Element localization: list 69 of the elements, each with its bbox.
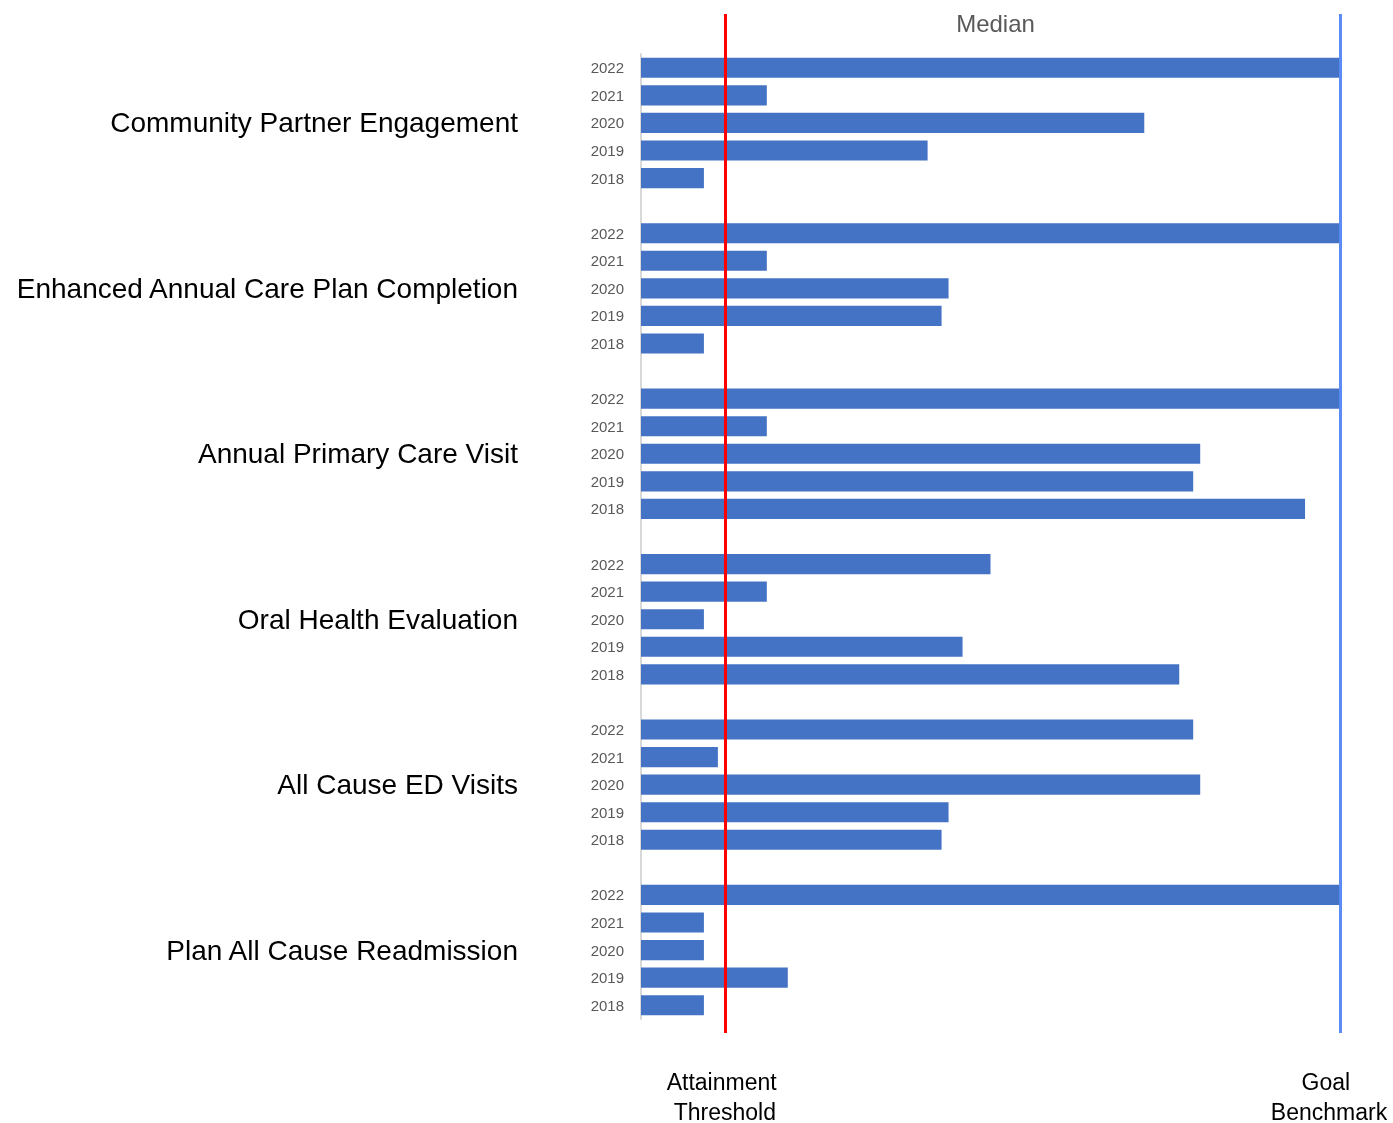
- bar: [641, 168, 704, 189]
- bar: [641, 747, 718, 768]
- bar: [641, 333, 704, 354]
- y-tick-label: 2022: [590, 886, 624, 904]
- bar: [641, 581, 767, 602]
- y-tick-label: 2020: [590, 114, 624, 132]
- y-tick-label: 2018: [590, 831, 624, 849]
- bar: [641, 57, 1340, 78]
- bar: [641, 416, 767, 437]
- bar: [641, 967, 788, 988]
- y-tick-label: 2021: [590, 417, 624, 435]
- y-tick-label: 2018: [590, 500, 624, 518]
- y-tick-label: 2019: [590, 969, 624, 987]
- bar: [641, 912, 704, 933]
- bar: [641, 940, 704, 961]
- bar: [641, 112, 1145, 133]
- bar: [641, 443, 1201, 464]
- bar: [641, 250, 767, 271]
- bar: [641, 278, 949, 299]
- bar: [641, 388, 1340, 409]
- bar: [641, 829, 942, 850]
- y-tick-label: 2019: [590, 803, 624, 821]
- text: All Cause ED Visits: [277, 769, 518, 801]
- y-tick-label: 2019: [590, 638, 624, 656]
- y-tick-label: 2022: [590, 224, 624, 242]
- y-tick-label: 2020: [590, 445, 624, 463]
- y-tick-label: 2020: [590, 941, 624, 959]
- bar: [641, 140, 928, 161]
- y-tick-label: 2021: [590, 86, 624, 104]
- bar: [641, 471, 1194, 492]
- bar: [641, 802, 949, 823]
- bar: [641, 995, 704, 1016]
- y-tick-label: 2022: [590, 721, 624, 738]
- bar: [641, 305, 942, 326]
- y-tick-label: 2021: [590, 914, 624, 931]
- y-tick-label: 2020: [590, 610, 624, 628]
- bar: [641, 664, 1180, 685]
- y-tick-label: 2018: [590, 996, 624, 1014]
- y-tick-label: 2020: [590, 776, 624, 794]
- y-tick-label: 2021: [590, 252, 624, 270]
- chart-title: Median: [956, 9, 1035, 37]
- bar: [641, 609, 704, 630]
- text: Annual Primary Care Visit: [197, 438, 519, 470]
- bar: [641, 774, 1201, 795]
- bar: [641, 85, 767, 106]
- y-tick-label: 2022: [590, 390, 624, 408]
- y-tick-label: 2021: [590, 583, 624, 601]
- bar: [641, 498, 1306, 519]
- bar: [641, 554, 991, 575]
- bar: [641, 636, 963, 657]
- y-tick-label: 2020: [590, 279, 624, 297]
- bar: [641, 884, 1340, 905]
- y-tick-label: 2019: [590, 307, 624, 325]
- y-tick-label: 2019: [590, 472, 624, 490]
- y-tick-label: 2022: [590, 59, 624, 77]
- text: Oral Health Evaluation: [237, 603, 518, 635]
- text: Plan All Cause Readmission: [166, 934, 518, 966]
- y-tick-label: 2018: [590, 169, 624, 187]
- y-tick-label: 2019: [590, 142, 624, 159]
- y-tick-label: 2018: [590, 335, 624, 352]
- text: Enhanced Annual Care Plan Completion: [16, 272, 518, 304]
- bar: [641, 223, 1340, 244]
- y-tick-label: 2022: [590, 555, 624, 573]
- text: Community Partner Engagement: [110, 107, 519, 139]
- ref-line-label: Attainment Threshold: [666, 1069, 784, 1123]
- bar: [641, 719, 1194, 740]
- ref-line-label: Goal Benchmark: [1270, 1069, 1388, 1123]
- y-tick-label: 2018: [590, 665, 624, 683]
- y-tick-label: 2021: [590, 748, 624, 766]
